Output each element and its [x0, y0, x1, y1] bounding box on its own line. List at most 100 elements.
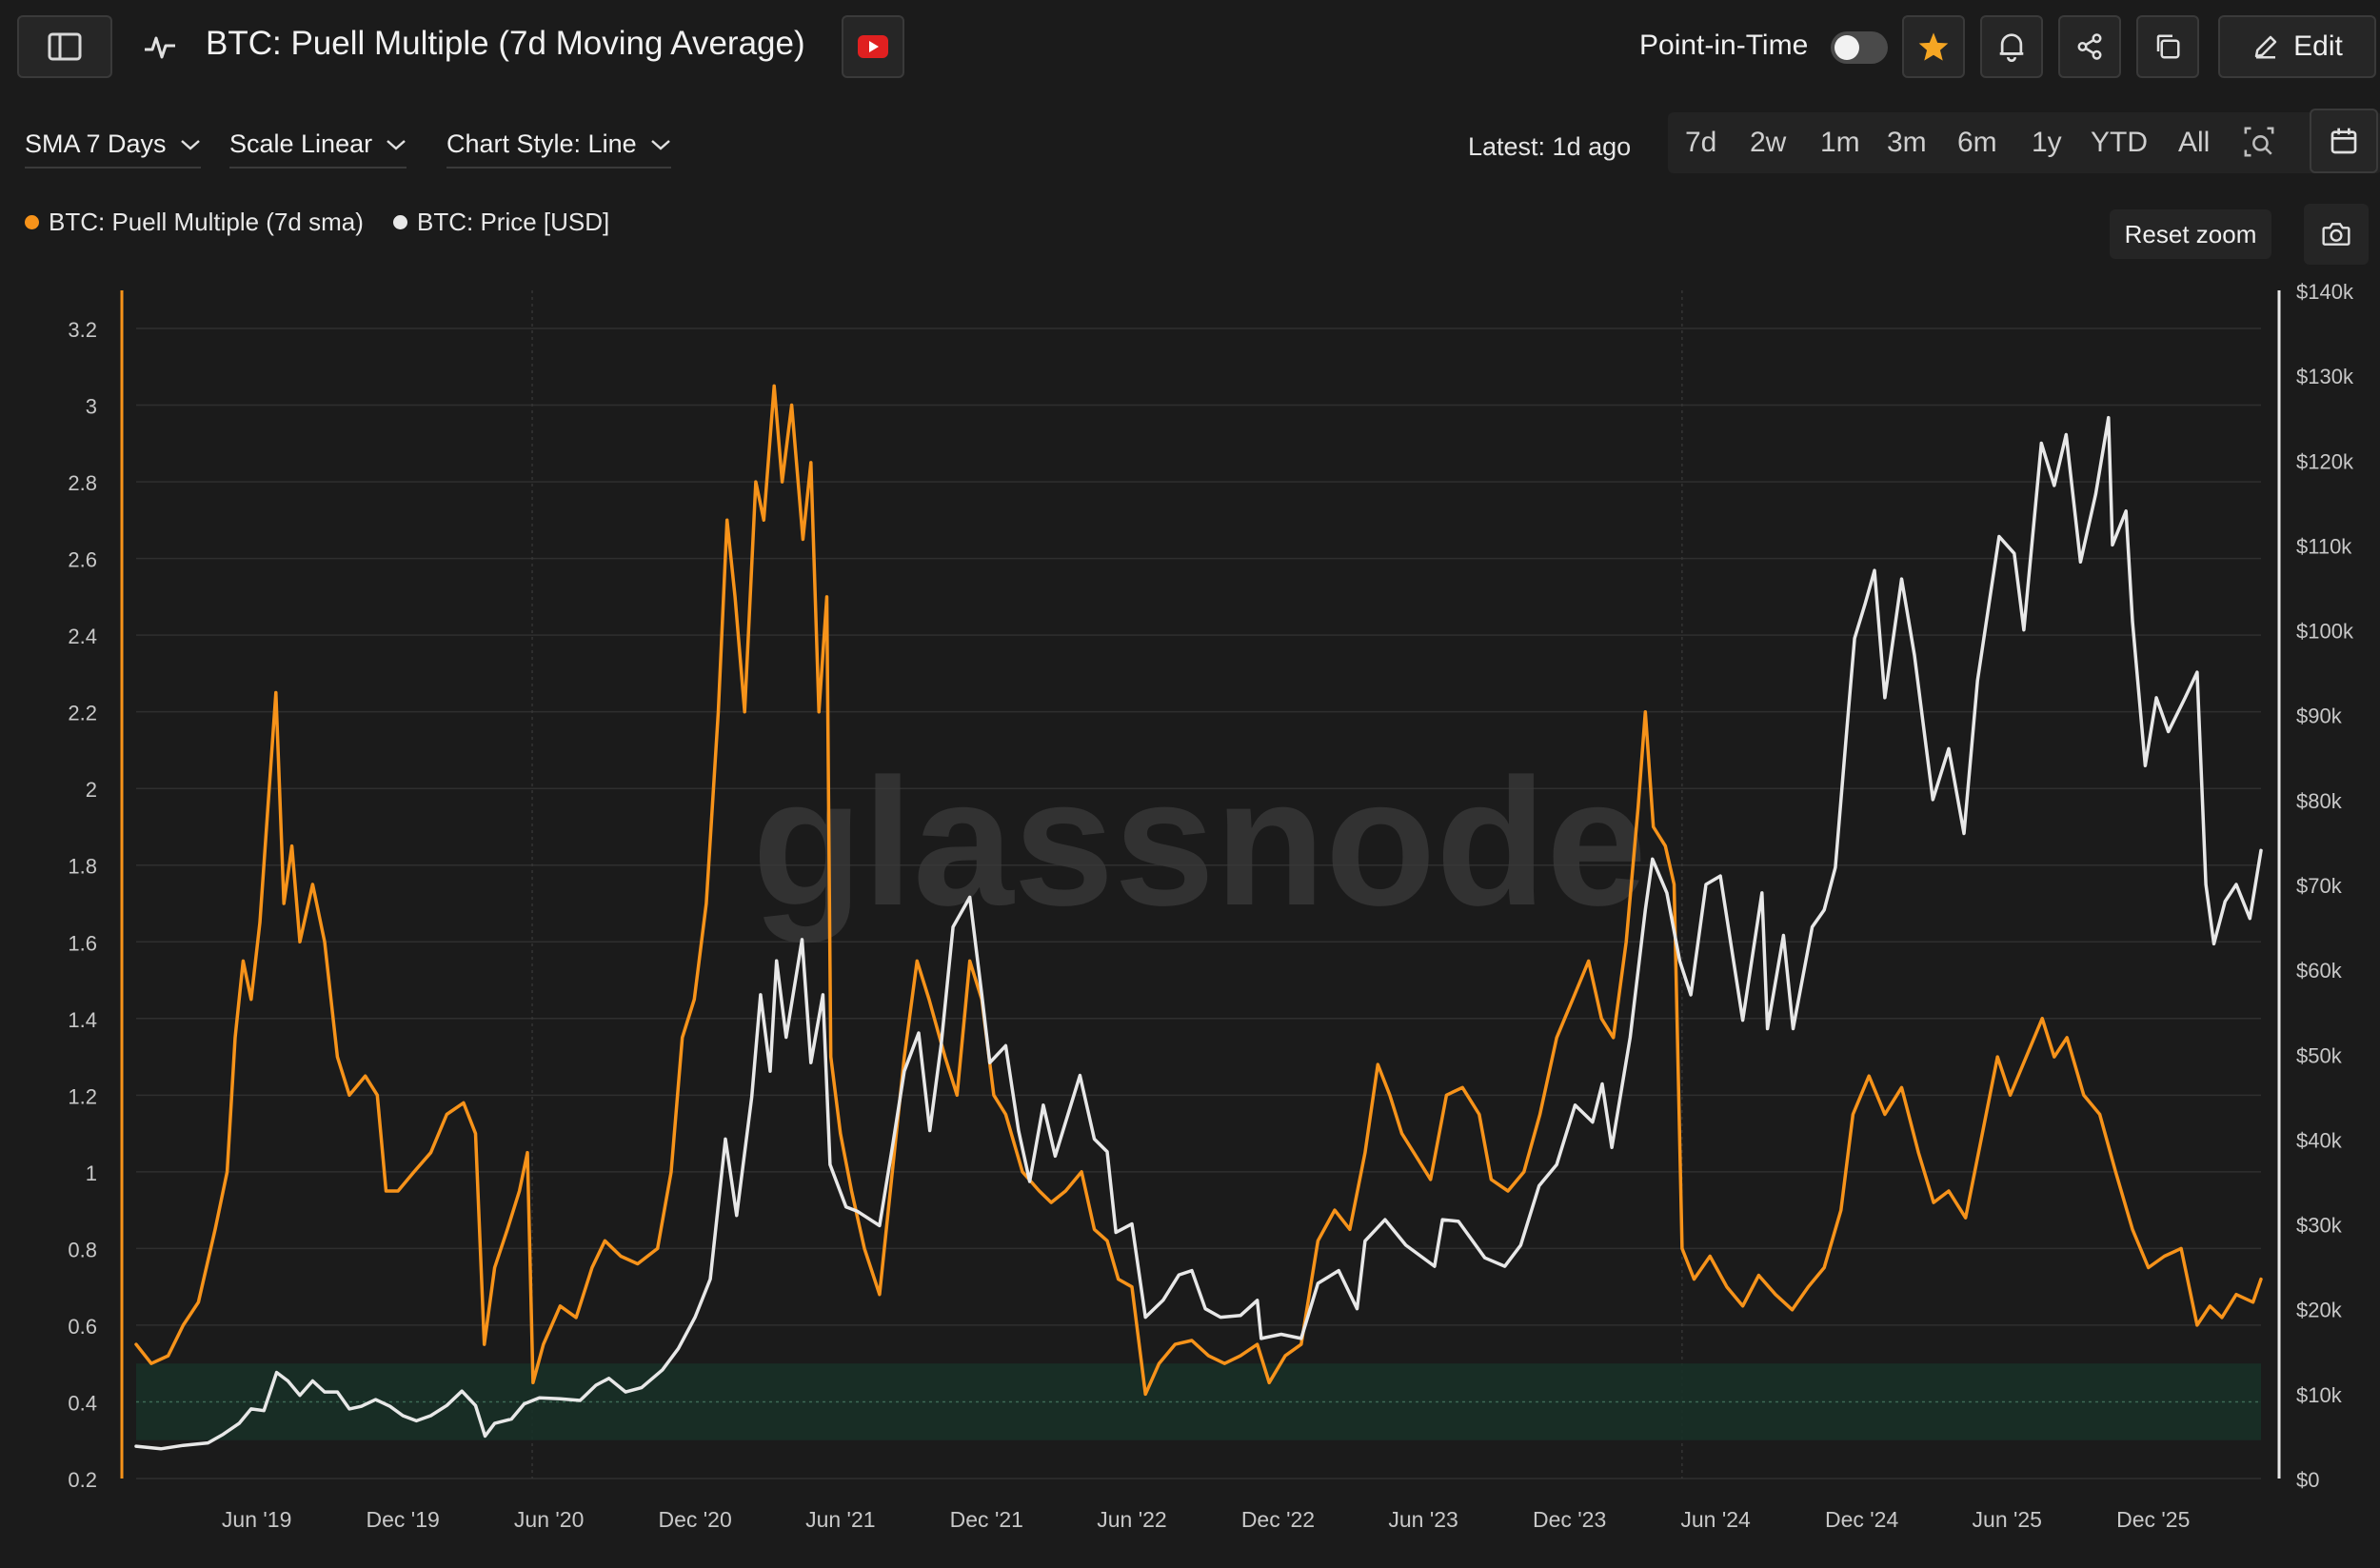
y-right-tick-label: $110k — [2296, 534, 2352, 558]
puell-multiple-line — [134, 384, 2263, 1397]
y-right-tick-label: $70k — [2296, 874, 2343, 898]
metric-pulse-icon — [145, 36, 175, 59]
y-left-tick-label: 3 — [86, 395, 97, 419]
legend-item-puell[interactable]: BTC: Puell Multiple (7d sma) — [25, 208, 364, 237]
legend-item-price[interactable]: BTC: Price [USD] — [393, 208, 609, 237]
chevron-down-icon — [650, 139, 670, 150]
y-right-tick-label: $30k — [2296, 1214, 2343, 1238]
x-tick-label: Jun '21 — [805, 1507, 875, 1532]
edit-button[interactable]: Edit — [2218, 15, 2376, 78]
youtube-video-button[interactable] — [842, 15, 904, 78]
camera-icon — [2322, 223, 2350, 246]
favorite-button[interactable] — [1902, 15, 1965, 78]
y-left-tick-label: 1 — [86, 1161, 97, 1185]
range-all[interactable]: All — [2178, 127, 2211, 158]
sma-dropdown-label: SMA 7 Days — [25, 129, 167, 158]
x-tick-label: Dec '19 — [367, 1507, 440, 1532]
scale-dropdown-label: Scale Linear — [229, 129, 373, 158]
y-left-tick-label: 0.6 — [68, 1315, 97, 1339]
sma-dropdown[interactable]: SMA 7 Days — [25, 129, 201, 169]
star-icon — [1918, 32, 1949, 61]
y-right-tick-label: $80k — [2296, 789, 2343, 813]
range-1y[interactable]: 1y — [2032, 127, 2062, 158]
copy-icon — [2156, 34, 2180, 59]
y-left-tick-label: 2.2 — [68, 702, 97, 725]
watermark: glassnode — [752, 742, 1647, 943]
range-selector — [1668, 112, 2380, 173]
x-tick-label: Jun '20 — [514, 1507, 584, 1532]
point-in-time-label: Point-in-Time — [1639, 30, 1809, 61]
page-title: BTC: Puell Multiple (7d Moving Average) — [206, 25, 805, 62]
reset-zoom-button[interactable]: Reset zoom — [2110, 209, 2271, 259]
edit-label: Edit — [2293, 30, 2343, 62]
chevron-down-icon — [387, 139, 406, 150]
y-right-tick-label: $130k — [2296, 365, 2354, 388]
y-right-tick-label: $100k — [2296, 620, 2354, 644]
chevron-down-icon — [180, 139, 200, 150]
y-left-tick-label: 3.2 — [68, 318, 97, 342]
y-left-tick-label: 0.4 — [68, 1391, 97, 1415]
x-tick-label: Jun '23 — [1388, 1507, 1458, 1532]
range-7d[interactable]: 7d — [1685, 127, 1717, 158]
screenshot-button[interactable] — [2304, 204, 2369, 265]
y-right-tick-label: $120k — [2296, 449, 2354, 473]
range-ytd[interactable]: YTD — [2091, 127, 2148, 158]
y-left-tick-label: 0.8 — [68, 1238, 97, 1261]
y-right-tick-label: $20k — [2296, 1299, 2343, 1322]
x-tick-label: Jun '25 — [1973, 1507, 2042, 1532]
x-tick-label: Dec '22 — [1241, 1507, 1315, 1532]
btc-price-line — [134, 415, 2263, 1451]
legend-dot-price — [393, 215, 407, 229]
y-right-tick-label: $60k — [2296, 959, 2343, 982]
chart-style-dropdown-label: Chart Style: Line — [446, 129, 637, 158]
y-left-tick-label: 1.8 — [68, 855, 97, 879]
range-6m[interactable]: 6m — [1957, 127, 1997, 158]
date-range-button[interactable] — [2310, 109, 2378, 173]
bell-icon — [1999, 33, 2024, 62]
pencil-icon — [2254, 35, 2277, 59]
y-right-tick-label: $10k — [2296, 1383, 2343, 1407]
y-right-tick-label: $50k — [2296, 1043, 2343, 1067]
x-tick-label: Dec '20 — [659, 1507, 732, 1532]
x-tick-label: Jun '24 — [1680, 1507, 1751, 1532]
toggle-knob — [1835, 35, 1859, 60]
y-left-tick-label: 0.2 — [68, 1468, 97, 1492]
x-tick-label: Dec '23 — [1533, 1507, 1606, 1532]
x-tick-label: Dec '25 — [2116, 1507, 2190, 1532]
range-3m[interactable]: 3m — [1887, 127, 1927, 158]
point-in-time-toggle[interactable] — [1831, 31, 1888, 64]
share-button[interactable] — [2058, 15, 2121, 78]
range-2w[interactable]: 2w — [1750, 127, 1787, 158]
legend-dot-puell — [25, 215, 39, 229]
range-1m[interactable]: 1m — [1820, 127, 1860, 158]
share-icon — [2077, 33, 2102, 60]
y-left-tick-label: 2.8 — [68, 471, 97, 495]
y-right-tick-label: $90k — [2296, 705, 2343, 728]
duplicate-button[interactable] — [2136, 15, 2199, 78]
y-left-tick-label: 2.6 — [68, 548, 97, 572]
x-tick-label: Jun '19 — [222, 1507, 291, 1532]
y-left-tick-label: 2 — [86, 778, 97, 802]
legend-label-puell: BTC: Puell Multiple (7d sma) — [49, 208, 364, 236]
y-right-tick-label: $140k — [2296, 280, 2354, 304]
scale-dropdown[interactable]: Scale Linear — [229, 129, 407, 169]
sidebar-icon — [48, 32, 82, 61]
y-right-tick-label: $0 — [2296, 1468, 2319, 1492]
youtube-icon — [858, 35, 888, 58]
legend-label-price: BTC: Price [USD] — [417, 208, 610, 236]
y-right-tick-label: $40k — [2296, 1128, 2343, 1152]
y-left-tick-label: 1.6 — [68, 931, 97, 955]
x-tick-label: Dec '21 — [950, 1507, 1023, 1532]
y-left-tick-label: 2.4 — [68, 625, 97, 648]
y-left-tick-label: 1.2 — [68, 1084, 97, 1108]
chart-area[interactable]: glassnode 3.2 3 2.8 2.6 2.4 2.2 2 1.8 1.6 1.4 1.2 1… — [0, 276, 2380, 1568]
latest-update-label: Latest: 1d ago — [1468, 132, 1632, 161]
zoom-select-icon[interactable] — [2243, 126, 2275, 158]
y-left-tick-label: 1.4 — [68, 1008, 97, 1032]
alert-button[interactable] — [1980, 15, 2043, 78]
calendar-icon — [2330, 128, 2357, 154]
x-tick-label: Jun '22 — [1097, 1507, 1166, 1532]
x-tick-label: Dec '24 — [1825, 1507, 1898, 1532]
chart-style-dropdown[interactable]: Chart Style: Line — [446, 129, 671, 169]
sidebar-toggle-button[interactable] — [17, 15, 112, 78]
